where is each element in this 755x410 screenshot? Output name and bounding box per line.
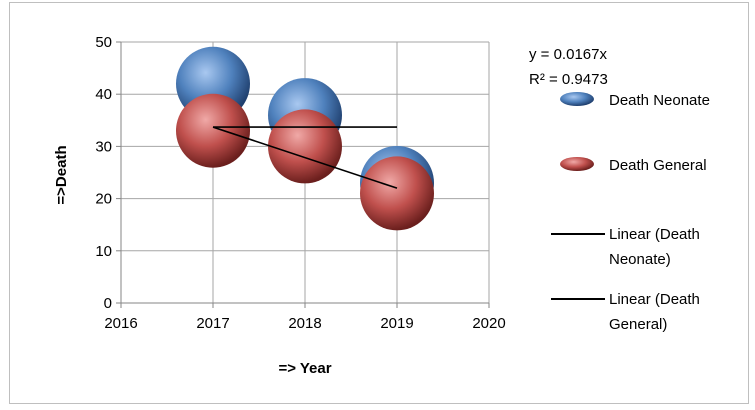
legend-item-death-neonate: Death Neonate — [560, 92, 710, 109]
trendline-death-general — [212, 126, 398, 189]
y-tick-label: 0 — [104, 295, 112, 312]
legend: Death Neonate Death General Linear (Deat… — [551, 92, 710, 333]
legend-marker-death-neonate — [560, 92, 594, 106]
y-tick-labels: 0 10 20 30 40 50 — [95, 34, 112, 312]
axes — [116, 41, 490, 308]
y-tick-label: 10 — [95, 243, 112, 260]
trendlines — [212, 126, 398, 189]
x-tick-label: 2018 — [288, 315, 321, 332]
x-tick-labels: 2016 2017 2018 2019 2020 — [104, 315, 505, 332]
bubble-chart: 2016 2017 2018 2019 2020 0 10 20 30 40 50 => Year… — [53, 34, 710, 377]
legend-item-linear-death-neonate: Linear (Death Neonate) — [551, 226, 700, 268]
bubble-death-general — [268, 109, 342, 184]
legend-marker-death-general — [560, 157, 594, 171]
legend-label-linear-neonate-2: Neonate) — [609, 251, 671, 268]
y-tick-label: 30 — [95, 138, 112, 155]
x-tick-label: 2019 — [380, 315, 413, 332]
chart-frame: 2016 2017 2018 2019 2020 0 10 20 30 40 50 => Year… — [9, 2, 749, 404]
legend-label-linear-neonate-1: Linear (Death — [609, 226, 700, 243]
trendline-equation: y = 0.0167x — [529, 46, 607, 63]
legend-item-death-general: Death General — [560, 157, 707, 174]
x-tick-label: 2020 — [472, 315, 505, 332]
legend-item-linear-death-general: Linear (Death General) — [551, 291, 700, 333]
x-tick-label: 2016 — [104, 315, 137, 332]
x-axis-title: => Year — [278, 360, 331, 377]
y-tick-label: 20 — [95, 191, 112, 208]
legend-label-linear-general-1: Linear (Death — [609, 291, 700, 308]
y-tick-label: 50 — [95, 34, 112, 51]
legend-label-death-neonate: Death Neonate — [609, 92, 710, 109]
bubble-death-general — [176, 93, 250, 168]
y-axis-title: =>Death — [53, 145, 70, 204]
bubble-death-general — [360, 156, 434, 231]
trendline-r-squared: R² = 0.9473 — [529, 71, 608, 88]
y-tick-label: 40 — [95, 86, 112, 103]
x-tick-label: 2017 — [196, 315, 229, 332]
legend-label-linear-general-2: General) — [609, 316, 667, 333]
legend-label-death-general: Death General — [609, 157, 707, 174]
bubbles — [176, 46, 434, 231]
